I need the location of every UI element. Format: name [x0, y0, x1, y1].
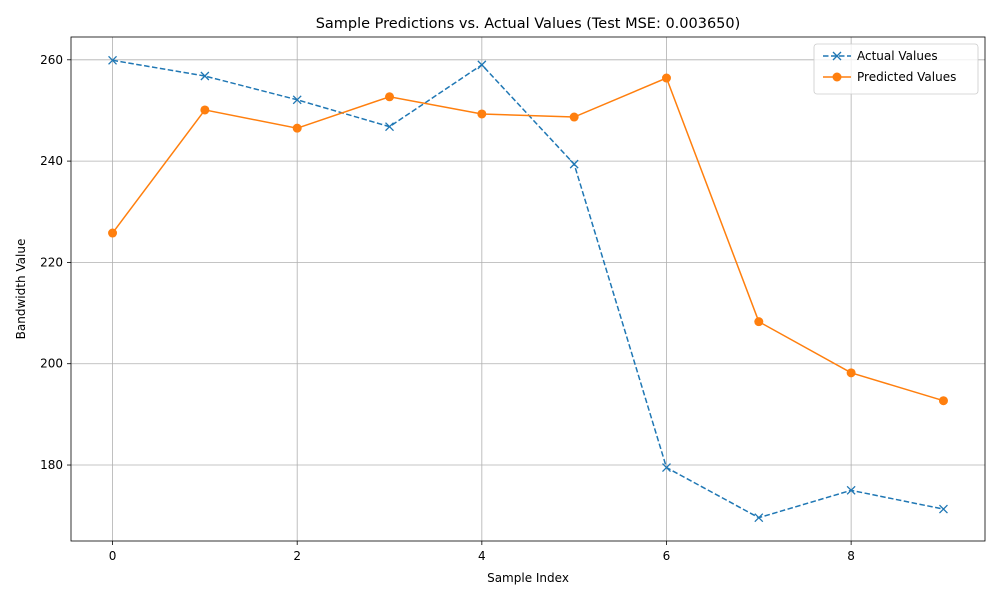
x-axis-label: Sample Index [487, 571, 569, 585]
x-tick-label: 8 [847, 549, 855, 563]
data-point-predicted-values [938, 396, 948, 406]
data-point-predicted-values [846, 368, 856, 378]
legend-label: Actual Values [857, 49, 938, 63]
data-point-predicted-values [385, 92, 395, 102]
y-tick-label: 200 [40, 357, 63, 371]
data-point-actual-values [385, 122, 394, 132]
x-tick-label: 4 [478, 549, 486, 563]
data-point-actual-values [754, 513, 764, 523]
series-predicted-values [108, 73, 948, 406]
data-point-predicted-values [661, 73, 671, 83]
y-tick-label: 220 [40, 255, 63, 269]
data-point-actual-values [846, 485, 856, 495]
data-point-actual-values [477, 60, 487, 70]
legend-marker [832, 72, 842, 82]
data-point-actual-values [938, 504, 948, 514]
legend-items: Actual Values Predicted Values [823, 49, 956, 84]
tick-layer: 0 2 4 6 8 180 200 220 240 260 [40, 53, 855, 563]
x-tick-label: 2 [293, 549, 301, 563]
data-point-predicted-values [754, 317, 764, 327]
data-point-actual-values [200, 71, 210, 81]
y-tick-label: 240 [40, 154, 63, 168]
series-actual-values [108, 55, 948, 523]
y-tick-label: 260 [40, 53, 63, 67]
x-tick-label: 0 [109, 549, 117, 563]
legend-label: Predicted Values [857, 70, 956, 84]
data-point-predicted-values [108, 228, 118, 238]
y-axis-label: Bandwidth Value [14, 239, 28, 340]
data-point-predicted-values [292, 123, 302, 133]
data-point-predicted-values [200, 105, 210, 115]
data-point-actual-values [292, 95, 302, 105]
data-point-actual-values [569, 159, 579, 169]
chart-title: Sample Predictions vs. Actual Values (Te… [316, 16, 741, 32]
data-point-predicted-values [569, 112, 579, 122]
data-point-actual-values [662, 463, 671, 473]
legend: Actual Values Predicted Values [813, 43, 979, 95]
x-tick-label: 6 [663, 549, 671, 563]
y-tick-label: 180 [40, 458, 63, 472]
series-line-actual-values [112, 59, 944, 519]
plot-frame [70, 36, 986, 542]
series-line-predicted-values [111, 77, 944, 402]
data-point-predicted-values [477, 109, 487, 119]
legend-box [813, 43, 979, 95]
series-layer [108, 55, 948, 523]
legend-entry-actual-values: Actual Values [823, 49, 938, 63]
legend-marker [832, 51, 842, 61]
data-point-actual-values [108, 55, 118, 65]
legend-entry-predicted-values: Predicted Values [823, 70, 956, 84]
